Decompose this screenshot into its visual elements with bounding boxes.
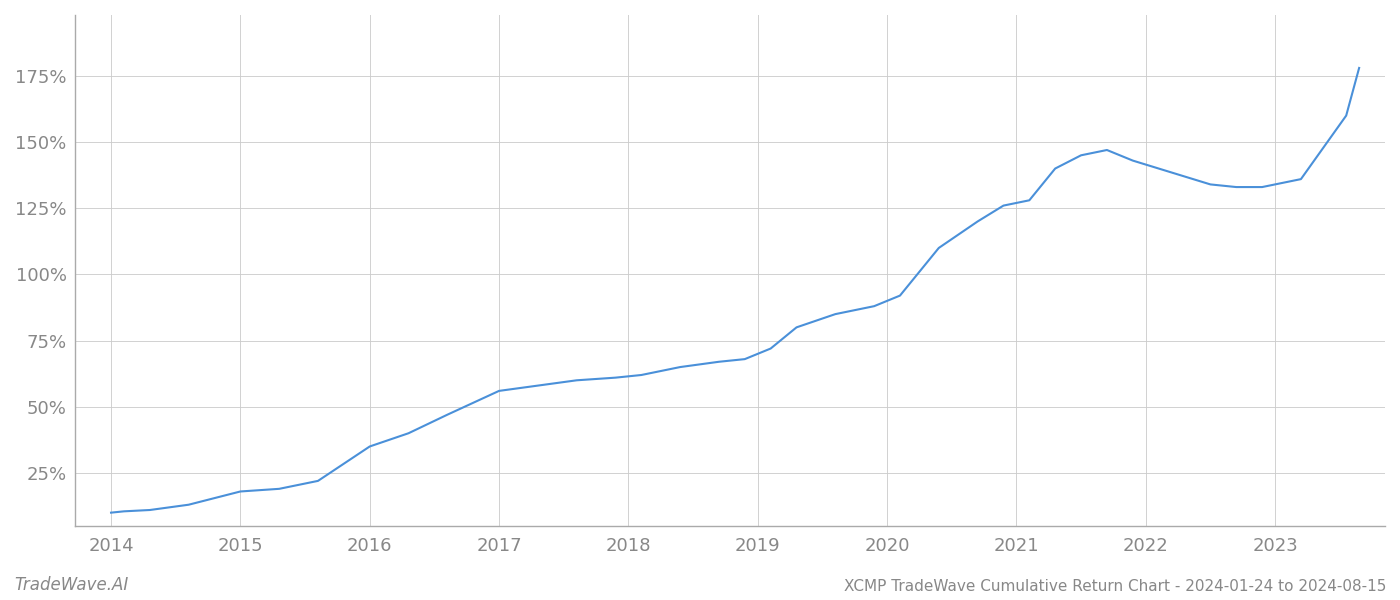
Text: TradeWave.AI: TradeWave.AI (14, 576, 129, 594)
Text: XCMP TradeWave Cumulative Return Chart - 2024-01-24 to 2024-08-15: XCMP TradeWave Cumulative Return Chart -… (844, 579, 1386, 594)
